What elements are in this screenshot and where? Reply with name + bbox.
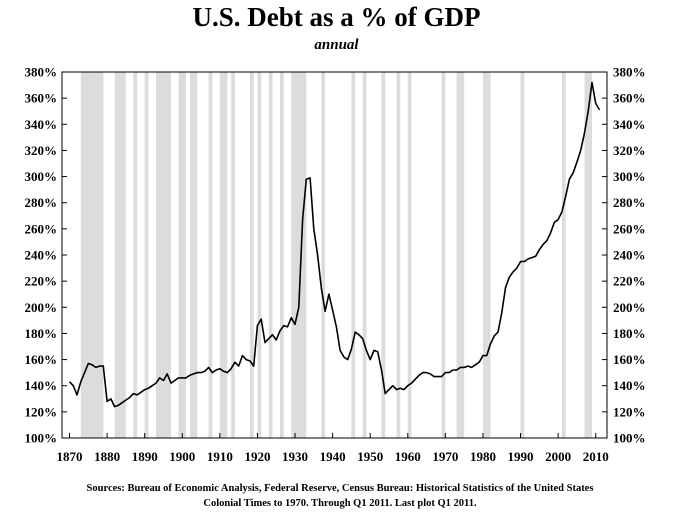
y-tick-label-left: 140% — [25, 378, 58, 393]
x-tick-label: 1970 — [432, 449, 458, 464]
recession-band — [396, 72, 401, 438]
y-tick-label-left: 260% — [25, 221, 58, 236]
recession-band — [178, 72, 187, 438]
recession-band — [584, 72, 592, 438]
x-tick-label: 1930 — [282, 449, 308, 464]
y-tick-label-left: 200% — [25, 300, 58, 315]
y-tick-label-right: 260% — [613, 221, 646, 236]
x-tick-label: 1960 — [395, 449, 421, 464]
y-tick-label-right: 300% — [613, 169, 646, 184]
y-tick-label-right: 240% — [613, 248, 646, 263]
y-tick-label-left: 360% — [25, 91, 58, 106]
axis-labels: 100% 100% 120% 120% 140% 140% 160% 160% 180% 180%… — [25, 65, 646, 465]
recession-band — [280, 72, 284, 438]
source-line-1: Sources: Bureau of Economic Analysis, Fe… — [86, 483, 594, 494]
y-tick-label-left: 180% — [25, 326, 58, 341]
y-tick-label-left: 380% — [25, 65, 58, 80]
recession-band — [155, 72, 171, 438]
recession-band — [80, 72, 104, 438]
chart-subtitle: annual — [314, 37, 359, 53]
recession-band — [291, 72, 307, 438]
x-tick-label: 1890 — [132, 449, 158, 464]
recession-band — [441, 72, 446, 438]
recession-band — [520, 72, 525, 438]
x-tick-label: 1920 — [244, 449, 270, 464]
recession-band — [231, 72, 235, 438]
x-tick-label: 1990 — [508, 449, 534, 464]
y-tick-label-right: 100% — [613, 431, 646, 446]
x-tick-label: 1870 — [57, 449, 83, 464]
recession-band — [133, 72, 138, 438]
y-tick-label-right: 220% — [613, 274, 646, 289]
x-tick-label: 1900 — [169, 449, 195, 464]
y-tick-label-right: 340% — [613, 117, 646, 132]
y-tick-label-right: 360% — [613, 91, 646, 106]
y-tick-label-right: 280% — [613, 195, 646, 210]
x-tick-label: 2010 — [583, 449, 609, 464]
y-tick-label-left: 220% — [25, 274, 58, 289]
y-tick-label-right: 120% — [613, 404, 646, 419]
y-tick-label-right: 200% — [613, 300, 646, 315]
x-tick-label: 1880 — [94, 449, 120, 464]
x-tick-label: 1910 — [207, 449, 233, 464]
y-tick-label-left: 100% — [25, 431, 58, 446]
y-tick-label-right: 140% — [613, 378, 646, 393]
recession-band — [208, 72, 213, 438]
y-tick-label-left: 340% — [25, 117, 58, 132]
recession-band — [114, 72, 126, 438]
recession-bands — [80, 72, 592, 438]
x-tick-label: 1950 — [357, 449, 383, 464]
y-tick-label-left: 160% — [25, 352, 58, 367]
source-line-2: Colonial Times to 1970. Through Q1 2011.… — [203, 498, 477, 509]
recession-band — [351, 72, 356, 438]
series-line — [68, 81, 601, 408]
recession-band — [456, 72, 465, 438]
recession-band — [257, 72, 262, 438]
recession-band — [486, 72, 491, 438]
y-tick-label-left: 300% — [25, 169, 58, 184]
y-tick-label-left: 120% — [25, 404, 58, 419]
recession-band — [189, 72, 198, 438]
y-tick-label-right: 320% — [613, 143, 646, 158]
recession-band — [249, 72, 254, 438]
series-layer — [68, 81, 601, 408]
recession-band — [321, 72, 326, 438]
y-tick-label-left: 320% — [25, 143, 58, 158]
recession-band — [482, 72, 487, 438]
y-tick-label-right: 160% — [613, 352, 646, 367]
recession-band — [268, 72, 273, 438]
x-tick-label: 2000 — [545, 449, 571, 464]
axis-ticks — [62, 71, 607, 439]
recession-band — [561, 72, 566, 438]
recession-band — [407, 72, 412, 438]
recession-band — [381, 72, 386, 438]
recession-band — [362, 72, 367, 438]
y-tick-label-right: 180% — [613, 326, 646, 341]
plot-frame — [61, 71, 608, 439]
source-note: Sources: Bureau of Economic Analysis, Fe… — [20, 481, 660, 511]
x-tick-label: 1980 — [470, 449, 496, 464]
recession-band — [219, 72, 228, 438]
y-tick-label-right: 380% — [613, 65, 646, 80]
x-tick-label: 1940 — [320, 449, 346, 464]
recession-band — [144, 72, 149, 438]
chart-title: U.S. Debt as a % of GDP — [192, 2, 481, 32]
y-tick-label-left: 240% — [25, 248, 58, 263]
y-tick-label-left: 280% — [25, 195, 58, 210]
